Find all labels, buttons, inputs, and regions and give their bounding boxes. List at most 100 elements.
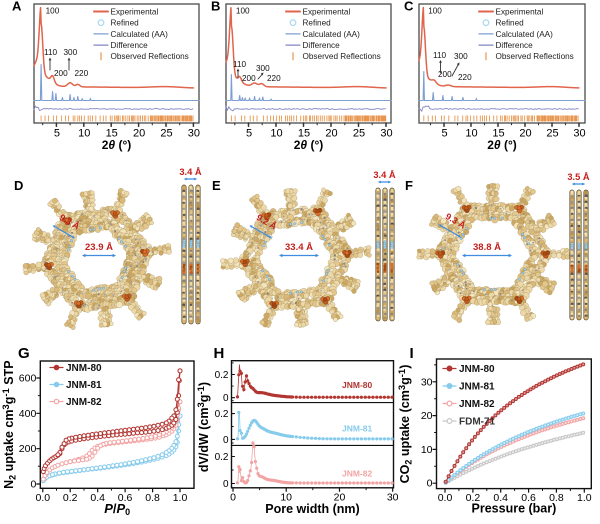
svg-text:0: 0 <box>223 479 229 490</box>
svg-text:15: 15 <box>106 128 118 140</box>
svg-text:0: 0 <box>30 479 36 491</box>
svg-text:Refined: Refined <box>303 19 332 28</box>
svg-text:JNM-80: JNM-80 <box>342 380 373 390</box>
svg-text:20: 20 <box>325 128 337 140</box>
svg-text:JNM-80: JNM-80 <box>66 363 102 374</box>
svg-text:0: 0 <box>427 478 433 490</box>
svg-text:I: I <box>410 345 414 362</box>
svg-text:Experimental: Experimental <box>303 7 351 16</box>
svg-text:Observed Reflections: Observed Reflections <box>496 52 574 61</box>
svg-text:200: 200 <box>19 443 37 455</box>
svg-text:Experimental: Experimental <box>111 7 159 16</box>
svg-text:5: 5 <box>246 128 252 140</box>
svg-text:dV/dW (cm3g-1): dV/dW (cm3g-1) <box>196 382 211 472</box>
svg-text:10: 10 <box>421 444 433 456</box>
svg-text:220: 220 <box>75 69 89 78</box>
svg-text:JNM-80: JNM-80 <box>459 364 495 375</box>
svg-text:300: 300 <box>64 48 78 57</box>
svg-text:0.0: 0.0 <box>438 492 453 504</box>
svg-text:Calculated (AA): Calculated (AA) <box>303 30 361 39</box>
svg-text:2θ (°): 2θ (°) <box>294 138 324 152</box>
svg-text:0: 0 <box>223 435 229 446</box>
svg-text:0.2: 0.2 <box>63 492 78 504</box>
svg-text:0.8: 0.8 <box>145 492 160 504</box>
svg-text:30: 30 <box>387 491 399 503</box>
svg-text:E: E <box>212 178 221 193</box>
svg-text:Calculated (AA): Calculated (AA) <box>496 30 554 39</box>
svg-text:10: 10 <box>270 128 282 140</box>
svg-text:A: A <box>12 0 22 14</box>
svg-text:JNM-81: JNM-81 <box>66 380 102 391</box>
svg-text:Difference: Difference <box>496 41 534 50</box>
svg-text:2θ (°): 2θ (°) <box>487 138 517 152</box>
svg-text:Calculated (AA): Calculated (AA) <box>111 30 169 39</box>
svg-text:0.2: 0.2 <box>215 409 229 420</box>
svg-text:0.4: 0.4 <box>90 492 105 504</box>
svg-text:1.0: 1.0 <box>577 492 592 504</box>
svg-text:FDM-71: FDM-71 <box>459 417 496 428</box>
svg-text:100: 100 <box>46 7 60 16</box>
svg-text:Pressure (bar): Pressure (bar) <box>472 502 557 516</box>
svg-text:H: H <box>214 345 225 362</box>
svg-text:5: 5 <box>54 128 60 140</box>
svg-text:200: 200 <box>438 70 452 79</box>
svg-text:30: 30 <box>188 128 200 140</box>
svg-text:0.0: 0.0 <box>35 492 50 504</box>
svg-text:30: 30 <box>380 128 392 140</box>
svg-text:38.8 Å: 38.8 Å <box>473 242 501 253</box>
svg-text:10: 10 <box>465 128 477 140</box>
svg-text:25: 25 <box>160 128 172 140</box>
svg-text:F: F <box>405 178 413 193</box>
svg-text:N2 uptake cm3g-1 STP: N2 uptake cm3g-1 STP <box>1 360 18 489</box>
svg-text:Difference: Difference <box>111 41 149 50</box>
svg-text:23.9 Å: 23.9 Å <box>85 242 113 253</box>
svg-text:300: 300 <box>256 64 270 73</box>
svg-text:JNM-82: JNM-82 <box>66 397 102 408</box>
svg-text:Refined: Refined <box>111 19 140 28</box>
svg-text:Observed Reflections: Observed Reflections <box>111 52 189 61</box>
svg-text:JNM-81: JNM-81 <box>459 382 495 393</box>
svg-text:CO2 uptake (cm3g-1): CO2 uptake (cm3g-1) <box>397 365 414 484</box>
svg-text:15: 15 <box>492 128 504 140</box>
svg-text:30: 30 <box>573 128 585 140</box>
svg-text:B: B <box>211 0 220 14</box>
svg-text:110: 110 <box>44 48 57 57</box>
svg-text:3.4 Å: 3.4 Å <box>373 170 396 180</box>
svg-text:JNM-82: JNM-82 <box>342 469 373 479</box>
svg-text:200: 200 <box>54 69 68 78</box>
svg-text:D: D <box>14 178 23 193</box>
svg-text:Refined: Refined <box>496 19 525 28</box>
svg-text:33.4 Å: 33.4 Å <box>285 242 313 253</box>
svg-text:5: 5 <box>441 128 447 140</box>
svg-text:600: 600 <box>19 373 37 385</box>
svg-text:200: 200 <box>242 74 256 83</box>
svg-text:0: 0 <box>230 491 236 503</box>
svg-text:Observed Reflections: Observed Reflections <box>303 52 381 61</box>
svg-text:400: 400 <box>19 408 37 420</box>
svg-text:3.4 Å: 3.4 Å <box>179 167 202 177</box>
svg-text:20: 20 <box>421 410 433 422</box>
svg-text:220: 220 <box>458 73 472 82</box>
svg-text:25: 25 <box>546 128 558 140</box>
svg-text:25: 25 <box>353 128 365 140</box>
svg-text:100: 100 <box>236 7 250 16</box>
svg-text:20: 20 <box>133 128 145 140</box>
svg-text:0.2: 0.2 <box>215 452 229 463</box>
svg-text:1.0: 1.0 <box>173 492 188 504</box>
svg-text:Difference: Difference <box>303 41 341 50</box>
svg-text:300: 300 <box>454 52 468 61</box>
svg-text:10: 10 <box>78 128 90 140</box>
svg-text:JNM-81: JNM-81 <box>342 424 373 434</box>
svg-text:0.2: 0.2 <box>215 370 229 381</box>
svg-text:30: 30 <box>421 376 433 388</box>
svg-text:C: C <box>404 0 414 14</box>
svg-text:JNM-82: JNM-82 <box>459 399 495 410</box>
svg-text:15: 15 <box>298 128 310 140</box>
svg-text:0: 0 <box>223 393 229 404</box>
svg-text:3.5 Å: 3.5 Å <box>567 172 590 182</box>
svg-text:220: 220 <box>267 74 281 83</box>
svg-text:100: 100 <box>428 7 442 16</box>
svg-text:2θ (°): 2θ (°) <box>102 138 132 152</box>
svg-text:20: 20 <box>519 128 531 140</box>
svg-text:110: 110 <box>433 51 446 60</box>
